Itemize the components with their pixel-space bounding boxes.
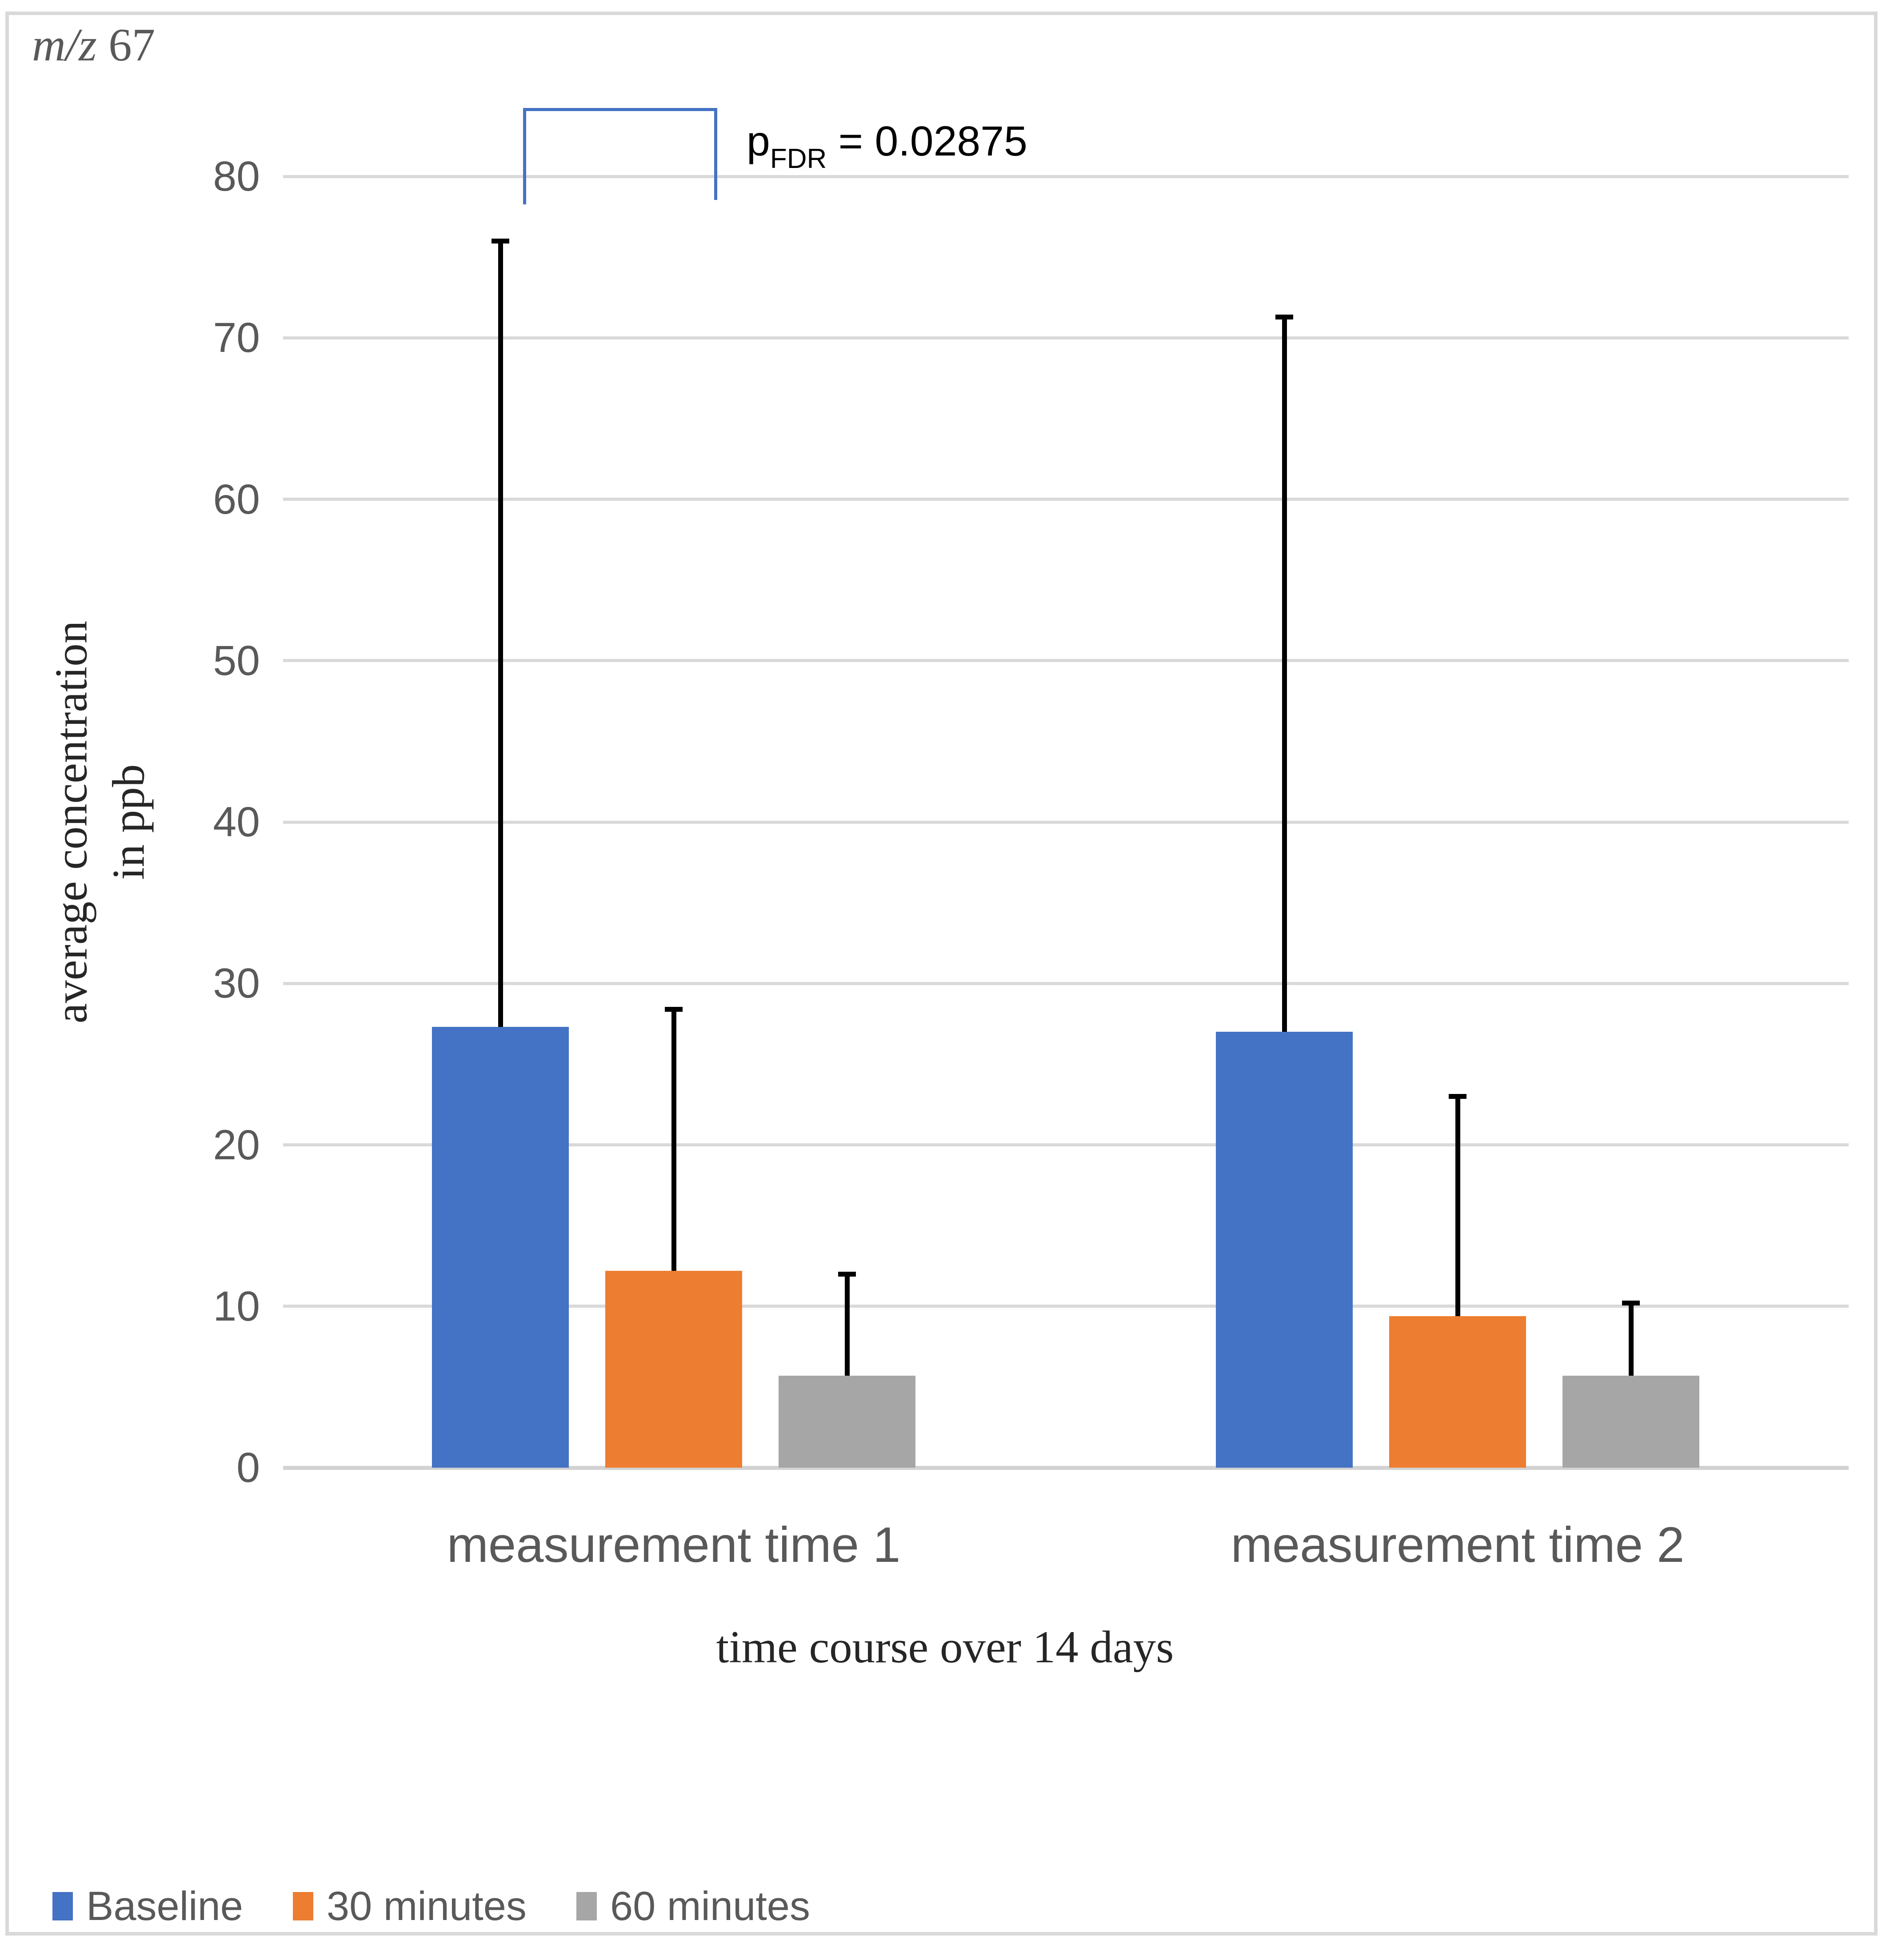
y-axis-title-line2: in ppb (103, 764, 154, 880)
y-tick-label-60: 60 (213, 475, 260, 523)
y-tick-label-50: 50 (213, 637, 260, 684)
bar-30-minutes-group2 (1389, 1316, 1526, 1468)
chart-title-italic: m/z (32, 19, 97, 71)
legend-label-60-minutes: 60 minutes (610, 1884, 810, 1929)
error-cap-30-minutes-group2 (1449, 1094, 1466, 1099)
y-tick-label-0: 0 (236, 1444, 260, 1491)
legend-item-30-minutes: 30 minutes (292, 1884, 527, 1929)
y-tick-label-70: 70 (213, 314, 260, 362)
error-cap-30-minutes-group1 (665, 1006, 683, 1012)
p-symbol: p (747, 118, 770, 165)
significance-bracket-left (523, 108, 526, 204)
legend-swatch-baseline (52, 1892, 73, 1920)
bar-30-minutes-group1 (605, 1270, 742, 1468)
legend: Baseline 30 minutes 60 minutes (52, 1884, 810, 1928)
gridline-20 (283, 1143, 1849, 1146)
category-label-1: measurement time 1 (447, 1517, 901, 1573)
chart-title: m/z 67 (32, 18, 155, 72)
bar-60-minutes-group1 (779, 1375, 915, 1468)
significance-bracket-right (714, 108, 717, 200)
error-cap-baseline-group2 (1275, 314, 1293, 319)
error-bar-60-minutes-group1 (844, 1274, 850, 1376)
y-tick-label-30: 30 (213, 960, 260, 1007)
gridline-80 (283, 175, 1849, 178)
error-bar-30-minutes-group1 (671, 1009, 676, 1271)
chart-border (5, 12, 1878, 1936)
gridline-10 (283, 1305, 1849, 1308)
chart-title-number: 67 (96, 19, 156, 71)
error-cap-60-minutes-group1 (838, 1271, 856, 1277)
gridline-50 (283, 659, 1849, 663)
bar-baseline-group1 (432, 1027, 569, 1468)
p-subscript: FDR (770, 144, 827, 174)
legend-swatch-30-minutes (292, 1892, 313, 1920)
gridline-60 (283, 498, 1849, 501)
error-bar-60-minutes-group2 (1628, 1303, 1634, 1376)
legend-swatch-60-minutes (576, 1892, 597, 1920)
gridline-30 (283, 982, 1849, 985)
p-value-text: = 0.02875 (827, 118, 1027, 165)
error-bar-baseline-group1 (498, 241, 503, 1027)
y-tick-label-10: 10 (213, 1282, 260, 1330)
bar-60-minutes-group2 (1562, 1375, 1699, 1468)
significance-bracket-top (523, 108, 717, 111)
legend-label-30-minutes: 30 minutes (326, 1884, 527, 1929)
error-bar-baseline-group2 (1282, 317, 1287, 1032)
y-tick-label-80: 80 (213, 153, 260, 200)
y-tick-label-40: 40 (213, 798, 260, 846)
legend-label-baseline: Baseline (86, 1884, 243, 1929)
legend-item-60-minutes: 60 minutes (576, 1884, 810, 1928)
p-value-annotation: pFDR = 0.02875 (747, 110, 1027, 190)
legend-item-baseline: Baseline (52, 1884, 243, 1928)
error-cap-baseline-group1 (491, 238, 509, 244)
y-tick-label-20: 20 (213, 1121, 260, 1169)
category-label-2: measurement time 2 (1231, 1517, 1685, 1573)
gridline-70 (283, 336, 1849, 339)
y-axis-title-line1: average concentration (46, 620, 97, 1024)
gridline-40 (283, 820, 1849, 824)
error-cap-60-minutes-group2 (1622, 1300, 1640, 1305)
x-axis-line (283, 1465, 1849, 1470)
error-bar-30-minutes-group2 (1455, 1096, 1460, 1316)
x-axis-title: time course over 14 days (716, 1622, 1174, 1673)
bar-baseline-group2 (1216, 1032, 1353, 1468)
